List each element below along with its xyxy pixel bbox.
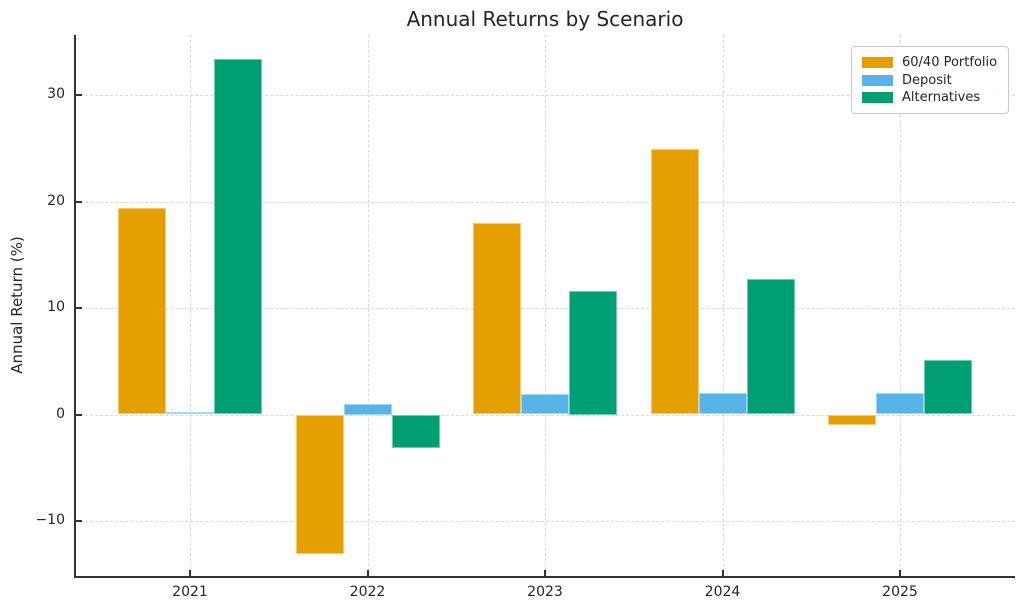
chart-title: Annual Returns by Scenario — [406, 7, 684, 31]
bar-60-40-portfolio-2024 — [650, 149, 699, 415]
legend-item-label: Alternatives — [902, 90, 981, 105]
y-tick-label: −10 — [35, 512, 65, 528]
y-tick-label: 0 — [56, 405, 65, 422]
gridline-vertical — [900, 35, 901, 576]
gridline-horizontal — [75, 414, 1015, 416]
y-tick-label: 30 — [47, 86, 65, 102]
gridline-horizontal — [75, 201, 1015, 203]
x-tick — [189, 570, 191, 576]
x-tick — [366, 570, 369, 576]
bar-60-40-portfolio-2021 — [118, 207, 166, 415]
gridline-horizontal — [75, 308, 1015, 309]
x-tick-label: 2024 — [704, 584, 741, 600]
x-tick — [899, 570, 901, 576]
legend: 60/40 Portfolio Deposit Alternatives — [851, 46, 1009, 114]
y-tick — [75, 520, 82, 522]
legend-swatch-60-40-portfolio — [862, 57, 893, 68]
x-tick-label: 2023 — [527, 584, 563, 600]
legend-item-deposit: Deposit — [862, 72, 1000, 89]
gridline-vertical — [367, 35, 369, 576]
legend-item-60-40-portfolio: 60/40 Portfolio — [862, 54, 1000, 71]
bar-60-40-portfolio-2025 — [828, 414, 876, 426]
bar-alternatives-2022 — [391, 414, 440, 448]
legend-item-label: 60/40 Portfolio — [902, 55, 998, 70]
y-tick-label: 20 — [47, 192, 65, 209]
x-tick — [721, 570, 724, 576]
x-tick-label: 2025 — [882, 584, 918, 600]
x-tick-label: 2022 — [349, 584, 386, 600]
y-axis-spine — [73, 35, 76, 578]
legend-item-label: Deposit — [902, 72, 952, 88]
gridline-vertical — [545, 35, 546, 576]
legend-swatch-alternatives — [862, 92, 893, 103]
legend-swatch-deposit — [862, 74, 893, 86]
bar-60-40-portfolio-2022 — [295, 414, 344, 554]
x-tick-label: 2021 — [172, 584, 208, 600]
gridline-vertical — [190, 35, 191, 576]
bar-deposit-2021 — [166, 412, 214, 415]
y-tick — [75, 307, 82, 309]
legend-item-alternatives: Alternatives — [862, 89, 1000, 106]
bar-deposit-2025 — [876, 393, 924, 415]
y-tick — [75, 413, 82, 416]
gridline-vertical — [722, 35, 724, 576]
y-tick-label: 10 — [47, 299, 65, 315]
bar-deposit-2022 — [343, 403, 392, 415]
gridline-horizontal — [75, 95, 1015, 96]
bar-60-40-portfolio-2023 — [473, 222, 521, 415]
x-tick — [544, 570, 546, 576]
gridline-horizontal — [75, 521, 1015, 522]
bar-alternatives-2024 — [746, 279, 795, 415]
bar-alternatives-2025 — [924, 360, 972, 415]
y-tick — [75, 94, 82, 96]
bar-deposit-2024 — [698, 393, 747, 415]
y-tick — [75, 200, 82, 203]
x-axis-spine — [73, 576, 1015, 578]
bar-alternatives-2021 — [214, 58, 262, 415]
bar-alternatives-2023 — [569, 291, 617, 415]
bar-deposit-2023 — [521, 394, 569, 415]
